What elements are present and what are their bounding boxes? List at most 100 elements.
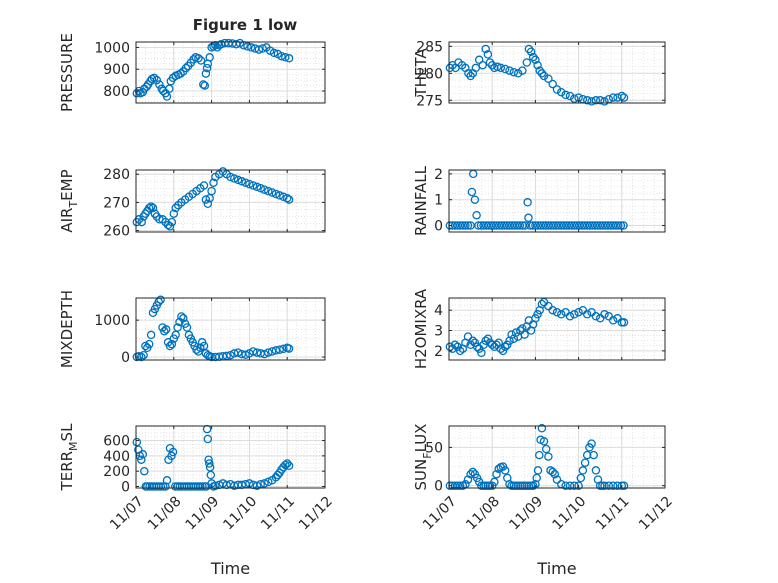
data-point xyxy=(199,181,209,190)
data-point xyxy=(450,340,460,350)
data-point xyxy=(198,482,207,491)
data-point xyxy=(595,96,605,105)
data-point xyxy=(496,344,506,354)
data-point xyxy=(513,69,523,78)
data-point xyxy=(203,434,213,444)
axes-box xyxy=(135,425,326,489)
data-point xyxy=(578,466,588,475)
data-point xyxy=(161,482,170,491)
data-point xyxy=(608,481,618,490)
data-point xyxy=(591,466,601,475)
data-point xyxy=(144,339,154,349)
data-point xyxy=(167,339,177,349)
data-point xyxy=(134,215,144,224)
y-tick-label: 260 xyxy=(103,224,130,240)
data-point xyxy=(275,191,284,200)
data-point xyxy=(243,42,252,51)
data-point xyxy=(248,181,258,190)
data-point xyxy=(464,69,473,78)
data-point xyxy=(202,63,212,73)
data-point xyxy=(168,447,178,457)
y-tick-label: 400 xyxy=(103,449,130,465)
subplot-mixdepth: 0 1000 MIXDEPTH xyxy=(58,290,326,368)
data-point xyxy=(144,203,154,213)
y-tick-label: 2 xyxy=(434,344,443,360)
data-point xyxy=(531,55,540,65)
data-point xyxy=(275,345,284,354)
data-point xyxy=(277,51,286,61)
data-point xyxy=(138,450,148,459)
data-point xyxy=(461,221,470,230)
data-point xyxy=(156,295,165,305)
figure-title: Figure 1 low xyxy=(193,16,298,34)
data-point xyxy=(535,450,544,460)
data-point xyxy=(544,74,553,83)
data-point xyxy=(169,209,179,218)
data-point xyxy=(237,177,247,186)
data-point xyxy=(160,326,169,336)
data-point xyxy=(472,210,481,220)
data-point xyxy=(196,56,206,65)
data-point xyxy=(158,482,168,491)
axes-box xyxy=(135,41,326,104)
y-axis-label: SUNFLUX xyxy=(412,424,434,491)
data-point xyxy=(570,310,579,319)
data-point xyxy=(550,469,560,479)
data-point xyxy=(544,452,553,461)
data-point xyxy=(614,221,623,230)
data-point xyxy=(477,348,486,358)
data-point xyxy=(226,172,235,182)
data-point xyxy=(576,473,586,483)
data-point xyxy=(478,60,487,70)
data-point xyxy=(535,66,544,75)
data-point xyxy=(498,346,508,356)
data-point xyxy=(557,310,566,319)
y-tick-label: 800 xyxy=(103,84,130,100)
data-point xyxy=(523,198,532,207)
data-point xyxy=(181,63,191,73)
data-point xyxy=(604,481,614,490)
data-point xyxy=(539,71,549,81)
data-point xyxy=(200,81,210,90)
data-point xyxy=(132,88,142,98)
data-point xyxy=(155,80,164,89)
y-tick-label: 3 xyxy=(434,324,443,340)
data-point xyxy=(468,467,478,477)
data-point xyxy=(230,174,239,183)
data-point xyxy=(496,63,506,73)
data-point xyxy=(505,66,514,75)
data-point xyxy=(203,199,213,209)
data-point xyxy=(608,316,618,325)
data-point xyxy=(466,71,475,81)
data-point xyxy=(284,54,294,63)
data-point xyxy=(282,459,292,468)
data-point xyxy=(279,344,288,354)
data-point xyxy=(209,178,218,187)
data-point xyxy=(490,477,499,487)
data-point xyxy=(264,477,273,487)
data-point xyxy=(467,187,477,197)
data-point xyxy=(548,79,557,89)
data-point xyxy=(207,186,216,196)
axes-box xyxy=(448,425,666,489)
data-point xyxy=(528,481,538,490)
data-point xyxy=(580,458,590,467)
data-point xyxy=(589,450,598,460)
data-point xyxy=(561,481,570,490)
data-point xyxy=(470,195,480,204)
data-point xyxy=(161,325,171,334)
data-point xyxy=(264,348,273,357)
data-point xyxy=(282,193,292,203)
axes-box xyxy=(448,297,666,361)
data-point xyxy=(463,332,473,341)
data-point xyxy=(146,202,156,211)
data-point xyxy=(176,69,185,78)
data-point xyxy=(619,481,629,490)
data-point xyxy=(574,307,583,317)
data-point xyxy=(455,346,465,356)
data-point xyxy=(524,213,533,223)
data-point xyxy=(470,338,480,347)
data-point xyxy=(526,47,536,56)
data-point xyxy=(152,75,162,85)
